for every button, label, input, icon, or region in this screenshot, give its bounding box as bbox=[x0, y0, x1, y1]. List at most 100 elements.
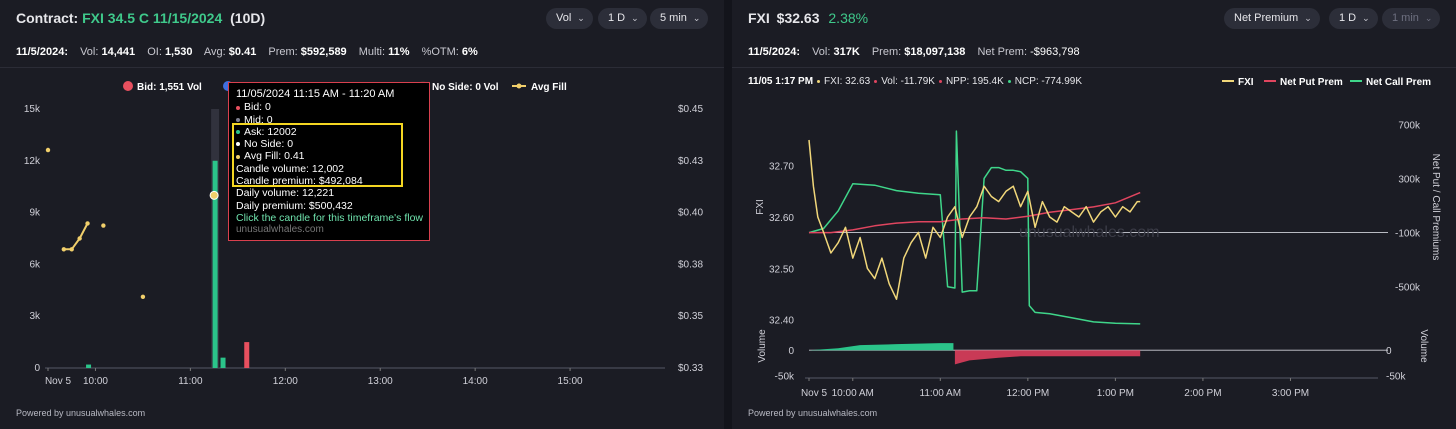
fxi-tick-label: 32.50 bbox=[769, 264, 794, 275]
x-tick-label: 10:00 AM bbox=[832, 388, 874, 399]
avg-fill-point bbox=[209, 190, 219, 200]
tooltip-daily-volume: Daily volume: 12,221 bbox=[236, 187, 335, 200]
chevron-down-icon: ⌄ bbox=[1362, 13, 1370, 23]
readout-time: 11/05 1:17 PM bbox=[748, 76, 814, 87]
chevron-down-icon: ⌄ bbox=[1304, 13, 1312, 23]
powered-by-footer[interactable]: Powered by unusualwhales.com bbox=[748, 408, 878, 418]
tooltip-highlight-box bbox=[232, 123, 403, 187]
chart-watermark: unusualwhales.com bbox=[1019, 224, 1160, 241]
chevron-down-icon: ⌄ bbox=[577, 13, 585, 23]
ticker-price: $32.63 bbox=[776, 10, 820, 26]
interval-select[interactable]: 5 min ⌄ bbox=[650, 8, 709, 29]
net-premium-chart[interactable]: 32.40 32.50 32.60 32.70 -500k -100k 300k 700k -5… bbox=[732, 0, 1456, 429]
premium-tick-label: 700k bbox=[1398, 120, 1421, 131]
ticker-stats: 11/5/2024: Vol: 317K Prem: $18,097,138 N… bbox=[748, 46, 1080, 58]
range-select[interactable]: 1 D ⌄ bbox=[1329, 8, 1378, 29]
divider bbox=[0, 67, 724, 68]
volume-tick-label: -50k bbox=[775, 371, 795, 382]
volume-bar-ask bbox=[220, 357, 226, 368]
fxi-axis-label: FXI bbox=[755, 199, 766, 215]
range-select[interactable]: 1 D ⌄ bbox=[598, 8, 647, 29]
volume-tick-label: 0 bbox=[788, 346, 794, 357]
x-tick-label: 15:00 bbox=[558, 376, 583, 387]
y-tick-label: 12k bbox=[24, 156, 41, 167]
contract-header: Contract: FXI 34.5 C 11/15/2024 (10D) bbox=[16, 10, 265, 26]
tooltip-candle-premium: Candle premium: $492,084 bbox=[236, 175, 363, 188]
chevron-down-icon: ⌄ bbox=[692, 13, 701, 23]
x-tick-label: 12:00 bbox=[273, 376, 298, 387]
avg-fill-point bbox=[101, 223, 106, 228]
contract-dte: (10D) bbox=[230, 10, 266, 26]
x-tick-label: Nov 5 bbox=[801, 388, 828, 399]
legend-avgfill: Avg Fill bbox=[531, 82, 567, 93]
divider bbox=[732, 67, 1456, 68]
x-tick-label: 3:00 PM bbox=[1272, 388, 1309, 399]
net-premium-panel: FXI $32.63 2.38% Net Premium ⌄ 1 D ⌄ 1 min… bbox=[732, 0, 1456, 429]
crosshair-readout: 11/05 1:17 PM FXI: 32.63 Vol: -11.79K NPP: … bbox=[748, 76, 1082, 87]
volume-bar-ask bbox=[212, 160, 218, 368]
x-tick-label: 14:00 bbox=[463, 376, 488, 387]
tooltip-noside: No Side: 0 bbox=[244, 138, 294, 151]
legend-net-call: Net Call Prem bbox=[1366, 77, 1431, 88]
volume-bar-ask bbox=[86, 364, 92, 368]
readout-fxi: FXI: 32.63 bbox=[824, 76, 871, 87]
tooltip-candle-volume: Candle volume: 12,002 bbox=[236, 162, 344, 175]
ticker-change: 2.38% bbox=[828, 10, 869, 26]
premium-tick-label: -100k bbox=[1395, 229, 1421, 240]
avg-fill-point bbox=[69, 247, 74, 252]
y-tick-label: 9k bbox=[29, 208, 41, 219]
powered-by-footer[interactable]: Powered by unusualwhales.com bbox=[16, 408, 146, 418]
contract-name[interactable]: FXI 34.5 C 11/15/2024 bbox=[82, 10, 223, 26]
volume-bar-bid bbox=[244, 342, 250, 368]
net-call-prem-line bbox=[808, 130, 1141, 325]
avg-fill-point bbox=[140, 294, 146, 299]
legend-net-put: Net Put Prem bbox=[1280, 77, 1343, 88]
avg-fill-point bbox=[61, 247, 67, 252]
y-tick-label: 15k bbox=[24, 104, 41, 115]
volume-area-positive bbox=[809, 343, 954, 351]
avg-fill-point bbox=[85, 221, 90, 226]
avg-fill-line bbox=[63, 222, 89, 251]
fxi-tick-label: 32.60 bbox=[769, 213, 794, 224]
premium-axis-label: Net Put / Call Premiums bbox=[1430, 154, 1441, 261]
volume-right-tick-label: -50k bbox=[1386, 371, 1406, 382]
avg-fill-point bbox=[45, 147, 51, 153]
y-tick-label: 0 bbox=[34, 363, 40, 374]
tooltip-flow-link[interactable]: Click the candle for this timeframe's fl… bbox=[236, 211, 423, 224]
readout-ncp: NCP: -774.99K bbox=[1014, 76, 1083, 87]
volume-axis-label: Volume bbox=[757, 329, 768, 363]
x-tick-label: 12:00 PM bbox=[1006, 388, 1049, 399]
tooltip-ask: Ask: 12002 bbox=[244, 125, 297, 138]
chevron-down-icon: ⌄ bbox=[1424, 13, 1433, 23]
tooltip-avgfill: Avg Fill: 0.41 bbox=[244, 150, 305, 163]
y-right-tick-label: $0.43 bbox=[678, 156, 703, 167]
options-volume-panel: Contract: FXI 34.5 C 11/15/2024 (10D) Vo… bbox=[0, 0, 724, 429]
x-tick-label: 11:00 bbox=[178, 376, 203, 387]
avg-fill-point bbox=[77, 236, 82, 241]
volume-right-tick-label: 0 bbox=[1386, 346, 1392, 357]
legend-noside: No Side: 0 Vol bbox=[432, 82, 499, 93]
x-tick-label: 10:00 bbox=[83, 376, 108, 387]
legend-avgfill-marker bbox=[516, 83, 522, 89]
x-tick-label: 2:00 PM bbox=[1184, 388, 1221, 399]
x-tick-label: 1:00 PM bbox=[1097, 388, 1134, 399]
volume-axis-label-right: Volume bbox=[1418, 329, 1429, 363]
tooltip-daily-premium: Daily premium: $500,432 bbox=[236, 199, 353, 212]
net-put-prem-line bbox=[809, 191, 1141, 234]
chevron-down-icon: ⌄ bbox=[631, 13, 639, 23]
fxi-tick-label: 32.70 bbox=[769, 162, 794, 173]
metric-select[interactable]: Net Premium ⌄ bbox=[1224, 8, 1320, 29]
contract-prefix: Contract: bbox=[16, 10, 79, 26]
readout-vol: Vol: -11.79K bbox=[881, 76, 935, 87]
y-right-tick-label: $0.38 bbox=[678, 259, 703, 270]
legend-bid: Bid: 1,551 Vol bbox=[137, 82, 202, 93]
premium-tick-label: -500k bbox=[1395, 283, 1421, 294]
volume-metric-select[interactable]: Vol ⌄ bbox=[546, 8, 593, 29]
readout-npp: NPP: 195.4K bbox=[945, 76, 1004, 87]
fxi-price-line bbox=[808, 139, 1141, 300]
tooltip-mid: Mid: 0 bbox=[244, 113, 273, 126]
volume-area-negative bbox=[954, 350, 1141, 365]
legend-bid-marker bbox=[123, 81, 133, 91]
ticker-symbol[interactable]: FXI bbox=[748, 10, 770, 26]
tooltip-watermark: unusualwhales.com bbox=[236, 224, 324, 236]
